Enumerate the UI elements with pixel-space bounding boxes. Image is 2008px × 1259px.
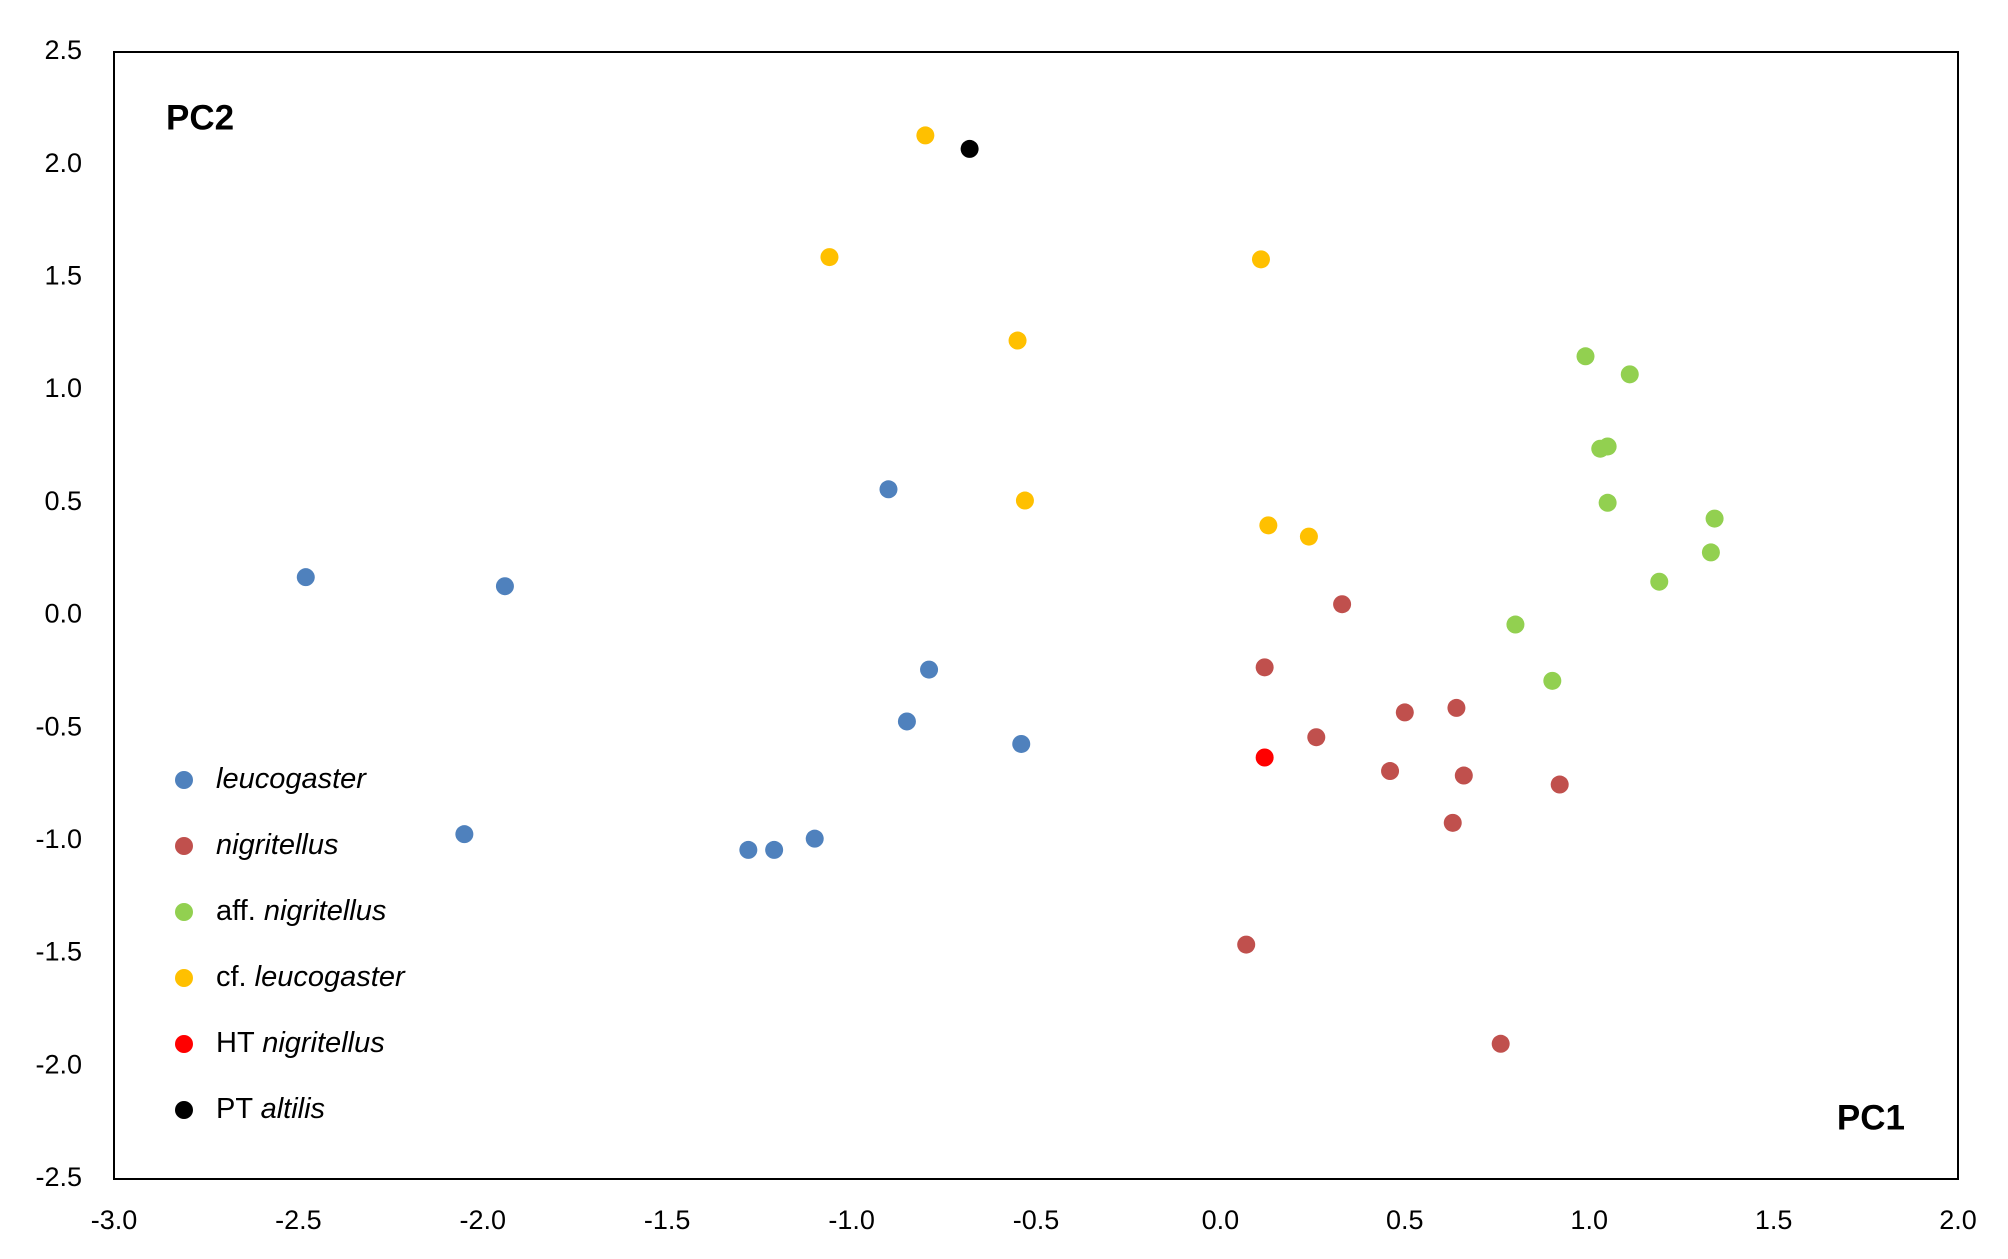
legend-label: nigritellus <box>216 829 339 861</box>
point <box>1650 572 1669 591</box>
point <box>897 712 916 731</box>
point <box>1251 250 1270 269</box>
point <box>1012 734 1031 753</box>
point <box>1255 658 1274 677</box>
legend-label: leucogaster <box>216 763 367 795</box>
point <box>1395 703 1414 722</box>
x-axis-label: PC1 <box>1837 1098 1905 1137</box>
legend-marker <box>175 903 193 921</box>
x-tick-label: 1.0 <box>1570 1205 1608 1235</box>
plot-frame <box>113 51 1959 1180</box>
point <box>296 568 315 587</box>
y-tick-label: 0.0 <box>44 599 82 629</box>
legend-label: cf. leucogaster <box>216 961 406 993</box>
y-tick-label: -1.5 <box>35 937 82 967</box>
point <box>805 829 824 848</box>
point <box>1550 775 1569 794</box>
y-tick-label: -1.0 <box>35 824 82 854</box>
point <box>1008 331 1027 350</box>
legend-label: aff. nigritellus <box>216 895 386 927</box>
point <box>1620 365 1639 384</box>
point <box>1443 813 1462 832</box>
y-axis-label: PC2 <box>166 98 234 137</box>
legend-marker <box>175 1035 193 1053</box>
point <box>1447 698 1466 717</box>
x-tick-label: -2.0 <box>460 1205 507 1235</box>
y-tick-label: -0.5 <box>35 711 82 741</box>
y-tick-label: 1.5 <box>44 261 82 291</box>
point <box>765 840 784 859</box>
point <box>1598 437 1617 456</box>
point <box>1543 671 1562 690</box>
y-tick-label: 0.5 <box>44 486 82 516</box>
x-tick-label: -0.5 <box>1013 1205 1060 1235</box>
x-tick-label: -3.0 <box>91 1205 138 1235</box>
x-tick-label: -1.5 <box>644 1205 691 1235</box>
point <box>1491 1034 1510 1053</box>
legend-label: HT nigritellus <box>216 1027 385 1059</box>
y-tick-label: 1.0 <box>44 373 82 403</box>
point <box>1576 347 1595 366</box>
point <box>1255 748 1274 767</box>
point <box>455 825 474 844</box>
legend-marker <box>175 969 193 987</box>
legend-marker <box>175 1101 193 1119</box>
y-tick-label: 2.0 <box>44 148 82 178</box>
point <box>960 139 979 158</box>
point <box>1259 516 1278 535</box>
point <box>1333 595 1352 614</box>
x-tick-label: -2.5 <box>275 1205 322 1235</box>
point <box>820 248 839 267</box>
point <box>1705 509 1724 528</box>
point <box>879 480 898 499</box>
x-tick-label: 0.0 <box>1202 1205 1240 1235</box>
legend-label: PT altilis <box>216 1093 325 1125</box>
x-tick-label: 2.0 <box>1939 1205 1977 1235</box>
legend-marker <box>175 771 193 789</box>
y-tick-label: -2.5 <box>35 1162 82 1192</box>
point <box>1299 527 1318 546</box>
point <box>1381 762 1400 781</box>
point <box>1454 766 1473 785</box>
point <box>1015 491 1034 510</box>
x-tick-label: 1.5 <box>1755 1205 1793 1235</box>
point <box>739 840 758 859</box>
y-tick-label: -2.0 <box>35 1049 82 1079</box>
point <box>1237 935 1256 954</box>
point <box>920 660 939 679</box>
x-tick-label: 0.5 <box>1386 1205 1424 1235</box>
legend-marker <box>175 837 193 855</box>
point <box>495 577 514 596</box>
point <box>1701 543 1720 562</box>
point <box>916 126 935 145</box>
y-tick-label: 2.5 <box>44 35 82 65</box>
x-tick-label: -1.0 <box>828 1205 875 1235</box>
point <box>1307 728 1326 747</box>
point <box>1598 493 1617 512</box>
point <box>1506 615 1525 634</box>
